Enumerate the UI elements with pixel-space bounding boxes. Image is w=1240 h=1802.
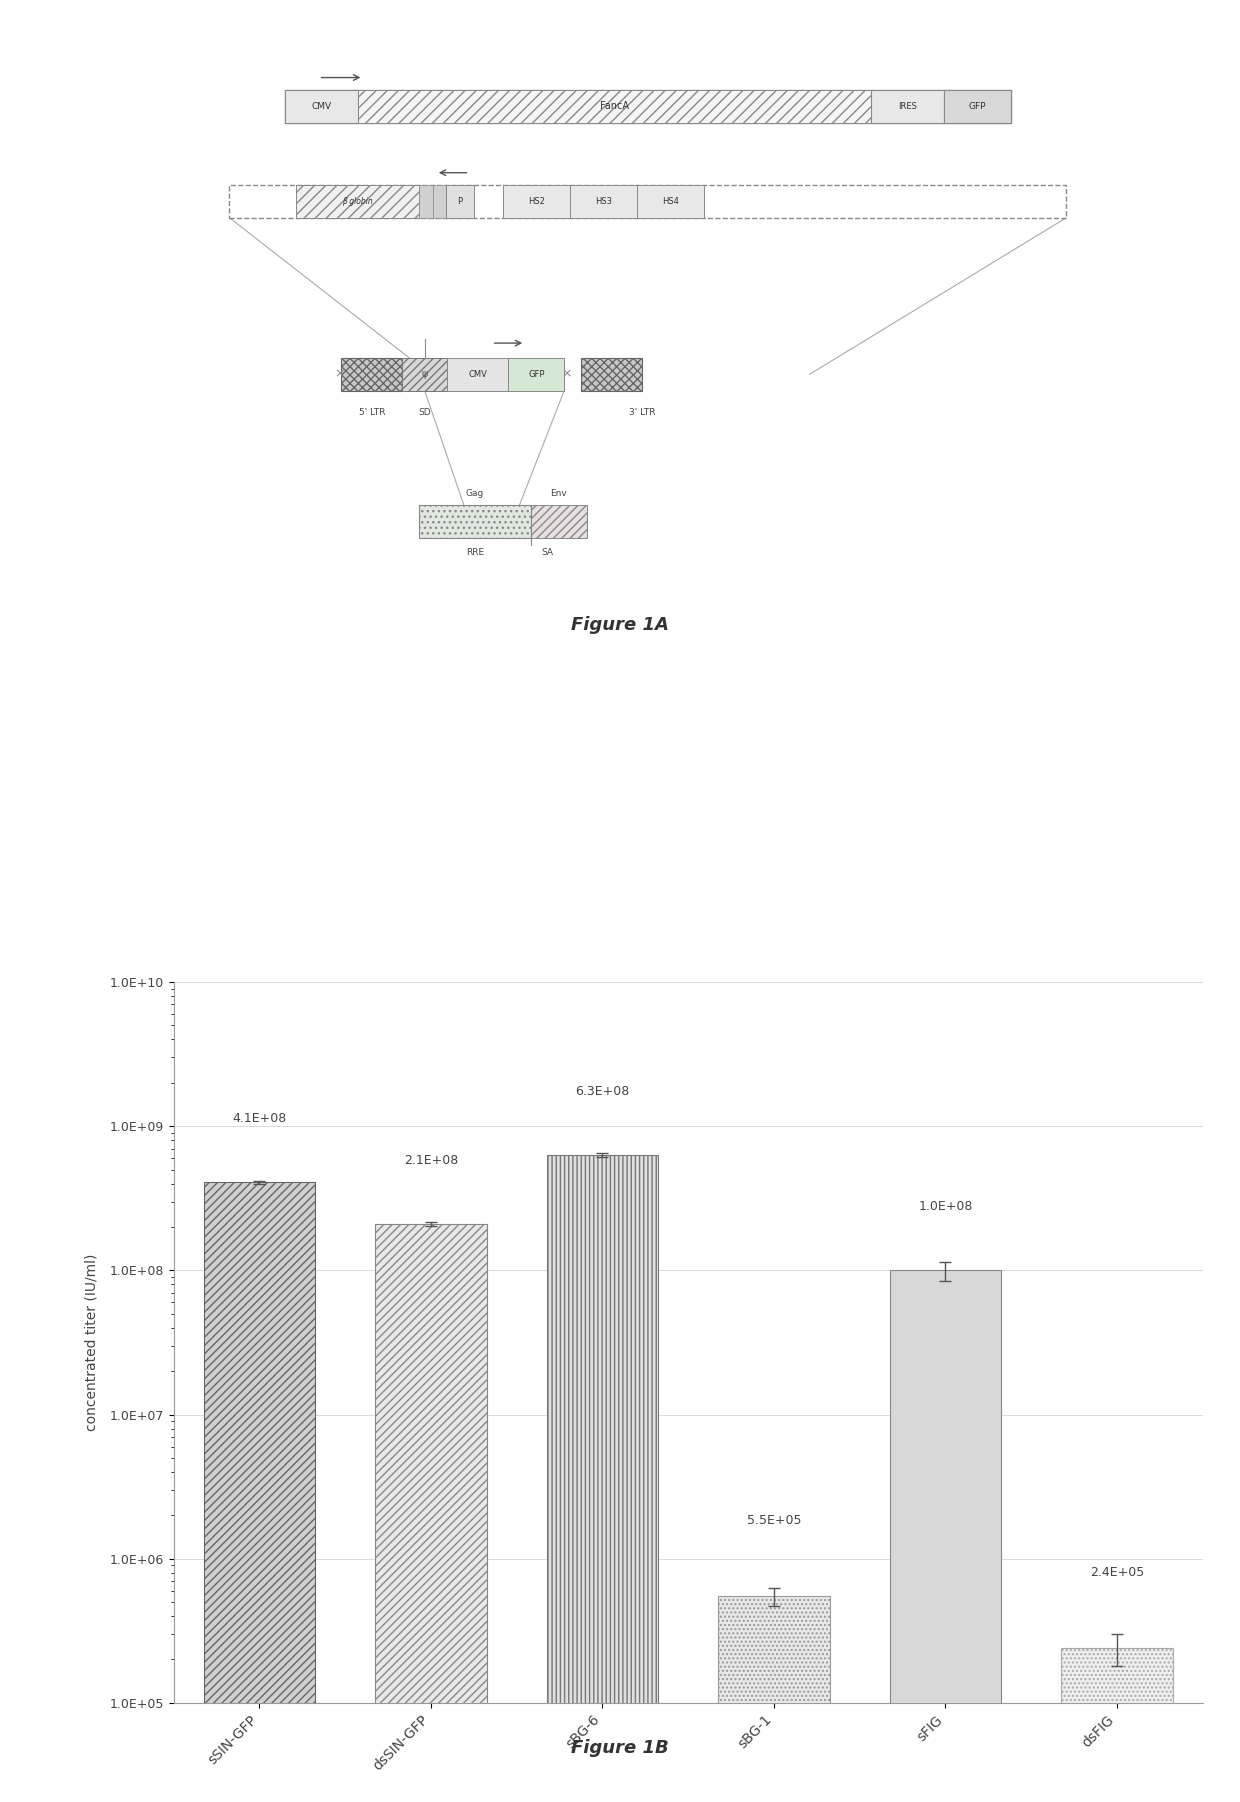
Text: GFP: GFP <box>968 101 986 110</box>
Text: 5' LTR: 5' LTR <box>360 407 386 416</box>
Text: GFP: GFP <box>528 369 544 378</box>
Bar <box>1061 1649 1173 1802</box>
Bar <box>547 1155 658 1802</box>
FancyBboxPatch shape <box>580 359 642 391</box>
Bar <box>285 90 1011 123</box>
Text: Figure 1B: Figure 1B <box>572 1739 668 1757</box>
Text: IRES: IRES <box>898 101 916 110</box>
Bar <box>376 1224 486 1802</box>
Text: 2.1E+08: 2.1E+08 <box>404 1153 458 1166</box>
Text: 5.5E+05: 5.5E+05 <box>746 1514 801 1528</box>
FancyBboxPatch shape <box>419 505 531 537</box>
Text: 6.3E+08: 6.3E+08 <box>575 1085 630 1097</box>
Text: ψ: ψ <box>422 369 428 378</box>
Text: ×: × <box>562 368 572 380</box>
Bar <box>718 1597 830 1802</box>
Bar <box>890 1270 1001 1802</box>
Text: 1.0E+08: 1.0E+08 <box>919 1200 972 1213</box>
Text: CMV: CMV <box>469 369 487 378</box>
Text: HS4: HS4 <box>662 196 678 205</box>
Text: CMV: CMV <box>311 101 331 110</box>
Bar <box>229 186 1066 218</box>
FancyBboxPatch shape <box>531 505 587 537</box>
Bar <box>637 186 704 218</box>
FancyBboxPatch shape <box>296 186 419 218</box>
Bar <box>503 186 569 218</box>
Bar <box>944 90 1011 123</box>
Text: HS3: HS3 <box>595 196 611 205</box>
Text: Gag: Gag <box>466 488 484 497</box>
Bar <box>870 90 944 123</box>
Bar <box>446 186 474 218</box>
Text: Figure 1A: Figure 1A <box>572 616 668 634</box>
Text: 4.1E+08: 4.1E+08 <box>232 1112 286 1124</box>
Text: ×: × <box>335 368 345 380</box>
Bar <box>285 90 358 123</box>
Text: 2.4E+05: 2.4E+05 <box>1090 1566 1145 1579</box>
FancyBboxPatch shape <box>358 90 870 123</box>
Text: 3' LTR: 3' LTR <box>629 407 656 416</box>
Bar <box>569 186 637 218</box>
Bar <box>433 186 446 218</box>
Text: RRE: RRE <box>466 548 484 557</box>
Text: SD: SD <box>418 407 432 416</box>
Text: SA: SA <box>542 548 553 557</box>
Bar <box>508 359 564 391</box>
Bar <box>448 359 508 391</box>
Text: FancA: FancA <box>600 101 629 112</box>
Text: β globin: β globin <box>342 196 373 205</box>
Text: HS2: HS2 <box>528 196 544 205</box>
FancyBboxPatch shape <box>341 359 402 391</box>
Bar <box>203 1182 315 1802</box>
Text: P: P <box>458 196 463 205</box>
FancyBboxPatch shape <box>402 359 446 391</box>
Y-axis label: concentrated titer (IU/ml): concentrated titer (IU/ml) <box>84 1254 98 1431</box>
Text: Env: Env <box>551 488 567 497</box>
Bar <box>419 186 433 218</box>
